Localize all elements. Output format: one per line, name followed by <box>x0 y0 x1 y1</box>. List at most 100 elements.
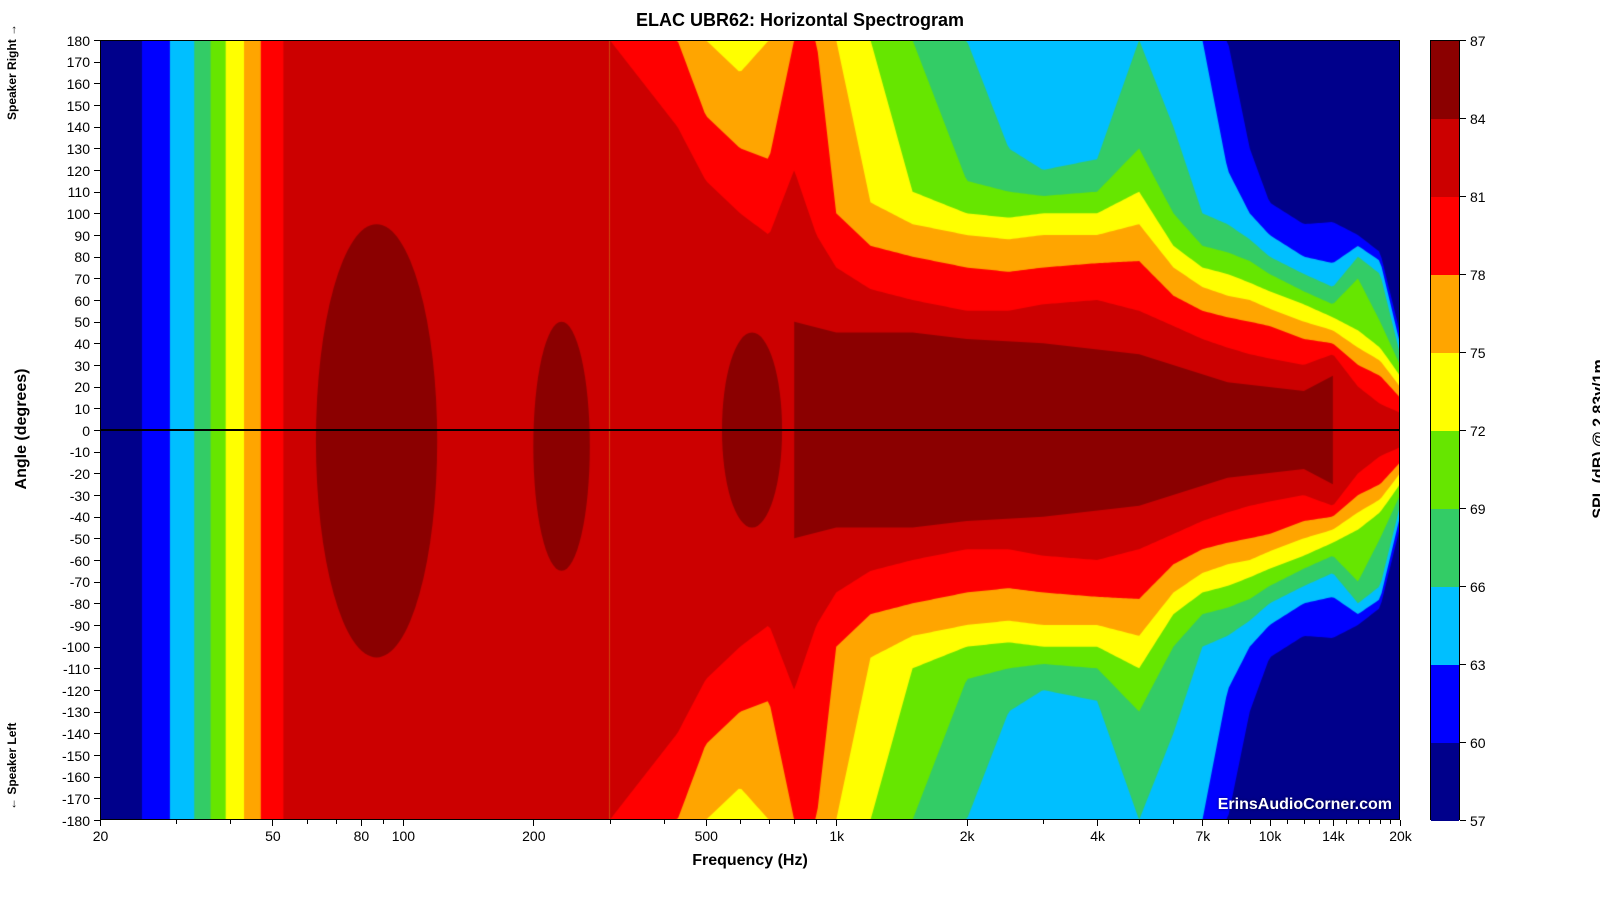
x-minor-tick <box>1173 820 1174 824</box>
x-tick: 1k <box>836 820 837 826</box>
x-tick-label: 1k <box>829 828 844 844</box>
colorbar-tick: 57 <box>1460 820 1466 821</box>
x-tick: 500 <box>706 820 707 826</box>
colorbar-segment <box>1431 743 1459 821</box>
colorbar: 5760636669727578818487 <box>1430 40 1460 820</box>
y-tick-label: 100 <box>67 206 90 222</box>
x-minor-tick <box>664 820 665 824</box>
y-tick-label: 30 <box>74 358 90 374</box>
colorbar-segment <box>1431 41 1459 119</box>
colorbar-tick: 81 <box>1460 196 1466 197</box>
colorbar-segment <box>1431 119 1459 197</box>
colorbar-tick: 72 <box>1460 430 1466 431</box>
y-tick-label: -150 <box>62 748 90 764</box>
colorbar-tick: 78 <box>1460 274 1466 275</box>
y-tick-label: 70 <box>74 271 90 287</box>
y-tick-label: -60 <box>70 553 90 569</box>
x-minor-tick <box>1319 820 1320 824</box>
x-tick: 10k <box>1270 820 1271 826</box>
x-tick: 20k <box>1400 820 1401 826</box>
x-minor-tick <box>1139 820 1140 824</box>
colorbar-tick-label: 66 <box>1470 579 1486 595</box>
x-minor-tick <box>176 820 177 824</box>
colorbar-tick: 60 <box>1460 742 1466 743</box>
y-tick-label: -140 <box>62 726 90 742</box>
colorbar-segment <box>1431 587 1459 665</box>
chart-container: ELAC UBR62: Horizontal Spectrogram 20508… <box>0 0 1600 900</box>
y-tick-label: 140 <box>67 119 90 135</box>
x-minor-tick <box>794 820 795 824</box>
y-tick-label: 90 <box>74 228 90 244</box>
y-tick-label: 10 <box>74 401 90 417</box>
colorbar-tick-label: 60 <box>1470 735 1486 751</box>
x-tick-label: 500 <box>695 828 718 844</box>
y-tick-label: 80 <box>74 249 90 265</box>
watermark: ErinsAudioCorner.com <box>1218 796 1392 814</box>
colorbar-label: SPL (dB) @ 2.83v/1m <box>1591 359 1600 518</box>
x-minor-tick <box>769 820 770 824</box>
x-tick: 100 <box>403 820 404 826</box>
x-tick-label: 80 <box>354 828 370 844</box>
y-tick-label: -70 <box>70 574 90 590</box>
x-minor-tick <box>1228 820 1229 824</box>
y-tick-label: 170 <box>67 54 90 70</box>
x-tick-label: 200 <box>522 828 545 844</box>
colorbar-tick-label: 87 <box>1470 33 1486 49</box>
x-tick-label: 7k <box>1196 828 1211 844</box>
y-tick-label: 120 <box>67 163 90 179</box>
y-tick-label: 110 <box>68 184 90 200</box>
y-tick-label: -30 <box>70 488 90 504</box>
y-tick-label: -40 <box>70 509 90 525</box>
colorbar-tick-label: 78 <box>1470 267 1486 283</box>
y-tick-label: 0 <box>82 423 90 439</box>
x-minor-tick <box>1287 820 1288 824</box>
y-tick-label: -90 <box>70 618 90 634</box>
colorbar-tick: 84 <box>1460 118 1466 119</box>
y-tick-label: 40 <box>74 336 90 352</box>
x-tick-label: 2k <box>960 828 975 844</box>
colorbar-tick: 87 <box>1460 40 1466 41</box>
x-tick-label: 20 <box>93 828 109 844</box>
colorbar-tick-label: 72 <box>1470 423 1486 439</box>
colorbar-tick-label: 63 <box>1470 657 1486 673</box>
x-tick-label: 20k <box>1389 828 1412 844</box>
x-minor-tick <box>1346 820 1347 824</box>
colorbar-tick-label: 84 <box>1470 111 1486 127</box>
x-minor-tick <box>1390 820 1391 824</box>
x-tick: 14k <box>1333 820 1334 826</box>
x-tick-label: 50 <box>265 828 281 844</box>
x-tick: 50 <box>272 820 273 826</box>
speaker-right-annotation: Speaker Right → <box>5 24 19 120</box>
x-tick-label: 14k <box>1322 828 1345 844</box>
colorbar-tick: 66 <box>1460 586 1466 587</box>
colorbar-tick: 63 <box>1460 664 1466 665</box>
x-tick: 20 <box>100 820 101 826</box>
colorbar-tick: 75 <box>1460 352 1466 353</box>
x-minor-tick <box>1369 820 1370 824</box>
y-tick-label: 180 <box>67 33 90 49</box>
y-tick-label: 160 <box>67 76 90 92</box>
colorbar-segment <box>1431 197 1459 275</box>
x-minor-tick <box>336 820 337 824</box>
x-tick: 80 <box>361 820 362 826</box>
y-tick-label: -170 <box>62 791 90 807</box>
colorbar-segment <box>1431 509 1459 587</box>
y-axis-label: Angle (degrees) <box>13 359 31 499</box>
y-tick-label: 50 <box>74 314 90 330</box>
x-minor-tick <box>1304 820 1305 824</box>
x-minor-tick <box>1043 820 1044 824</box>
colorbar-segment <box>1431 431 1459 509</box>
y-tick-label: -130 <box>62 704 90 720</box>
x-minor-tick <box>610 820 611 824</box>
colorbar-segment <box>1431 353 1459 431</box>
y-tick-label: -50 <box>70 531 90 547</box>
speaker-left-annotation: ← Speaker Left <box>5 723 19 810</box>
x-tick-label: 100 <box>392 828 415 844</box>
x-minor-tick <box>1250 820 1251 824</box>
colorbar-tick-label: 75 <box>1470 345 1486 361</box>
colorbar-tick-label: 81 <box>1470 189 1486 205</box>
y-tick-label: -120 <box>62 683 90 699</box>
y-tick-label: -100 <box>62 639 90 655</box>
y-tick-label: 60 <box>74 293 90 309</box>
x-minor-tick <box>383 820 384 824</box>
